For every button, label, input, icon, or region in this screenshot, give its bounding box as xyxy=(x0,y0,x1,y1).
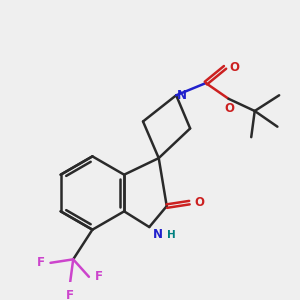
Text: H: H xyxy=(167,230,175,240)
Text: F: F xyxy=(95,270,103,283)
Text: N: N xyxy=(153,228,163,241)
Text: O: O xyxy=(194,196,204,209)
Text: N: N xyxy=(176,89,186,102)
Text: O: O xyxy=(224,102,234,115)
Text: F: F xyxy=(66,289,74,300)
Text: O: O xyxy=(230,61,240,74)
Text: F: F xyxy=(37,256,45,269)
